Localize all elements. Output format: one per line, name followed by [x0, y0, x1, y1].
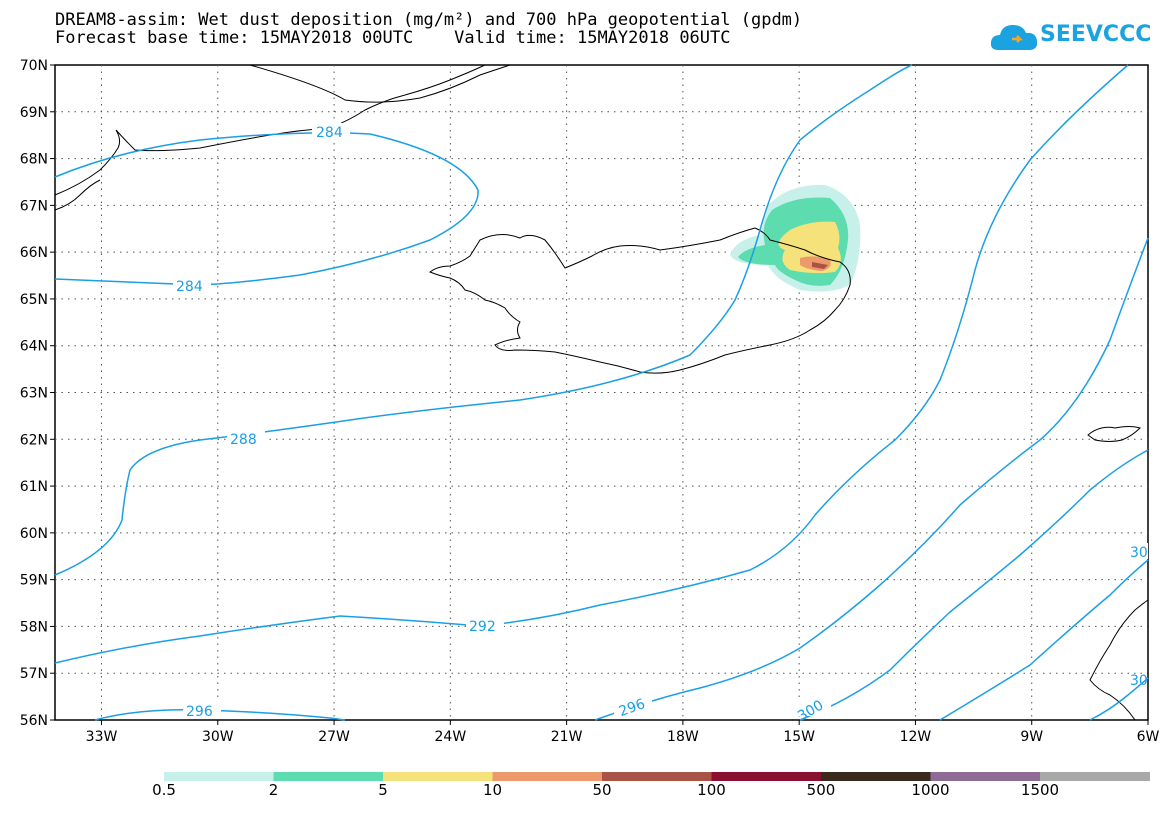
lat-label: 60N — [20, 526, 48, 542]
lon-label: 27W — [318, 729, 350, 745]
legend-swatch — [164, 772, 274, 781]
legend-swatch — [492, 772, 603, 781]
contour-label: 292 — [469, 619, 496, 635]
legend-label: 0.5 — [152, 781, 176, 799]
contour-label: 30 — [1130, 545, 1148, 561]
lon-label: 9W — [1020, 729, 1043, 745]
axis-ticks — [50, 64, 1149, 725]
contour-label: 284 — [316, 125, 343, 141]
legend-swatch — [602, 772, 712, 781]
lat-label: 67N — [20, 198, 48, 214]
lon-label: 30W — [202, 729, 234, 745]
lat-label: 64N — [20, 339, 48, 355]
lon-label: 24W — [435, 729, 467, 745]
lat-label: 57N — [20, 666, 48, 682]
lat-label: 61N — [20, 479, 48, 495]
lat-label: 62N — [20, 432, 48, 448]
legend-swatch — [930, 772, 1041, 781]
map-title: DREAM8-assim: Wet dust deposition (mg/m²… — [55, 10, 803, 30]
legend-label: 10 — [482, 781, 503, 799]
contour-label: 288 — [230, 432, 257, 448]
cloud-icon — [990, 25, 1038, 50]
logo-text: SEEVCCC — [1040, 22, 1152, 47]
legend-label: 500 — [806, 781, 836, 799]
lat-label: 58N — [20, 619, 48, 635]
legend-label: 50 — [592, 781, 612, 799]
legend-label: 1000 — [911, 781, 950, 799]
lat-label: 63N — [20, 386, 48, 402]
seevccc-logo — [990, 16, 1140, 60]
legend-swatch — [711, 772, 822, 781]
lat-label: 66N — [20, 245, 48, 261]
lon-label: 18W — [667, 729, 699, 745]
latitude-labels: 70N 69N 68N 67N 66N 65N 64N 63N 62N 61N 60N 59N 58N 5… — [20, 58, 48, 729]
lat-label: 56N — [20, 713, 48, 729]
contour-label: 30 — [1130, 673, 1148, 689]
lon-label: 6W — [1137, 729, 1160, 745]
longitude-labels: 33W 30W 27W 24W 21W 18W 15W 12W 9W 6W — [86, 729, 1160, 745]
lon-label: 33W — [86, 729, 118, 745]
lon-label: 12W — [900, 729, 932, 745]
legend-colorbar — [164, 772, 1150, 781]
contour-label: 284 — [176, 279, 203, 295]
gridlines — [55, 65, 1148, 720]
legend-label: 1500 — [1020, 781, 1060, 799]
map-subtitle: Forecast base time: 15MAY2018 00UTC Vali… — [55, 28, 731, 48]
legend-label: 5 — [378, 781, 388, 799]
dust-deposition-shading — [730, 184, 861, 292]
legend-label: 100 — [697, 781, 726, 799]
lat-label: 68N — [20, 152, 48, 168]
coastlines — [54, 64, 1149, 721]
legend-swatch — [383, 772, 493, 781]
lon-label: 21W — [551, 729, 583, 745]
lat-label: 65N — [20, 292, 48, 308]
lat-label: 69N — [20, 105, 48, 121]
legend-swatch — [821, 772, 931, 781]
legend-swatch — [1040, 772, 1150, 781]
lon-label: 15W — [783, 729, 815, 745]
lat-label: 59N — [20, 573, 48, 589]
geopotential-contours — [54, 64, 1149, 721]
legend-label: 2 — [268, 781, 279, 799]
lat-label: 70N — [20, 58, 48, 74]
contour-label: 296 — [186, 704, 213, 720]
legend-swatch — [273, 772, 384, 781]
